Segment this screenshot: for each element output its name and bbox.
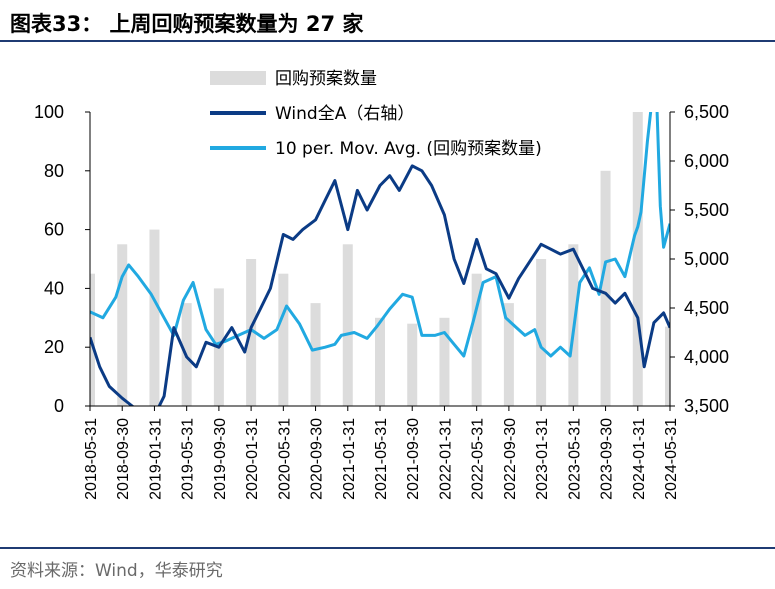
x-tick-label: 2023-01-31 xyxy=(534,418,551,500)
count-bar xyxy=(310,303,321,406)
legend-label-wind: Wind全A（右轴） xyxy=(275,104,414,124)
right-tick-label: 5,000 xyxy=(684,249,729,269)
x-tick-label: 2023-05-31 xyxy=(566,418,583,500)
left-tick-label: 60 xyxy=(44,220,64,240)
right-tick-label: 5,500 xyxy=(684,200,729,220)
right-tick-label: 4,000 xyxy=(684,347,729,367)
right-tick-label: 3,500 xyxy=(684,396,729,416)
count-bar xyxy=(665,326,670,406)
mov-avg-line xyxy=(90,112,670,358)
count-bar xyxy=(439,317,450,406)
count-bar xyxy=(278,273,289,406)
x-tick-label: 2018-05-31 xyxy=(83,418,100,500)
title-bar: 图表33： 上周回购预案数量为 27 家 xyxy=(0,0,775,40)
left-tick-label: 80 xyxy=(44,161,64,181)
legend-label-count: 回购预案数量 xyxy=(275,69,377,89)
right-tick-label: 4,500 xyxy=(684,298,729,318)
count-bar xyxy=(536,259,547,406)
count-bar xyxy=(600,170,611,406)
x-tick-label: 2018-09-30 xyxy=(115,418,132,500)
left-tick-label: 20 xyxy=(44,337,64,357)
x-tick-label: 2021-05-31 xyxy=(373,418,390,500)
x-tick-label: 2024-05-31 xyxy=(663,418,680,500)
count-bar xyxy=(90,273,95,406)
x-tick-label: 2023-09-30 xyxy=(599,418,616,500)
count-bar xyxy=(407,323,418,406)
legend-label-mov-avg: 10 per. Mov. Avg. (回购预案数量) xyxy=(275,139,542,159)
source-note: 资料来源：Wind，华泰研究 xyxy=(10,561,223,581)
axes: 0 20 40 60 80 100 3,500 4,000 4,500 5,000 5,500 6,0… xyxy=(34,102,729,500)
x-tick-label: 2019-09-30 xyxy=(212,418,229,500)
chart: 0 20 40 60 80 100 3,500 4,000 4,500 5,000 5,500 6,0… xyxy=(34,69,729,500)
wind-a-line xyxy=(90,164,670,406)
legend: 回购预案数量 Wind全A（右轴） 10 per. Mov. Avg. (回购预案数… xyxy=(210,69,542,159)
x-tick-label: 2020-05-31 xyxy=(276,418,293,500)
page-title: 图表33： 上周回购预案数量为 27 家 xyxy=(10,12,364,36)
top-rule xyxy=(0,40,775,42)
x-tick-label: 2022-05-31 xyxy=(470,418,487,500)
count-bar xyxy=(471,273,482,406)
count-bar xyxy=(375,317,385,406)
x-tick-label: 2024-01-31 xyxy=(631,418,648,500)
x-tick-label: 2021-01-31 xyxy=(341,418,358,500)
left-tick-label: 40 xyxy=(44,278,64,298)
right-tick-label: 6,500 xyxy=(684,102,729,122)
right-tick-label: 6,000 xyxy=(684,151,729,171)
legend-swatch-count xyxy=(210,71,266,85)
count-bar xyxy=(632,112,643,406)
count-bar xyxy=(117,244,128,406)
bottom-rule xyxy=(0,547,775,549)
x-tick-label: 2021-09-30 xyxy=(405,418,422,500)
x-tick-label: 2020-09-30 xyxy=(309,418,326,500)
x-tick-label: 2022-01-31 xyxy=(437,418,454,500)
x-tick-label: 2019-05-31 xyxy=(180,418,197,500)
left-tick-label: 100 xyxy=(34,102,64,122)
x-tick-label: 2019-01-31 xyxy=(147,418,164,500)
count-bar xyxy=(503,303,514,406)
count-bar xyxy=(149,229,160,406)
left-tick-label: 0 xyxy=(54,396,64,416)
x-tick-label: 2022-09-30 xyxy=(502,418,519,500)
count-bar xyxy=(342,244,353,406)
x-tick-label: 2020-01-31 xyxy=(244,418,261,500)
series-lines xyxy=(90,112,670,406)
